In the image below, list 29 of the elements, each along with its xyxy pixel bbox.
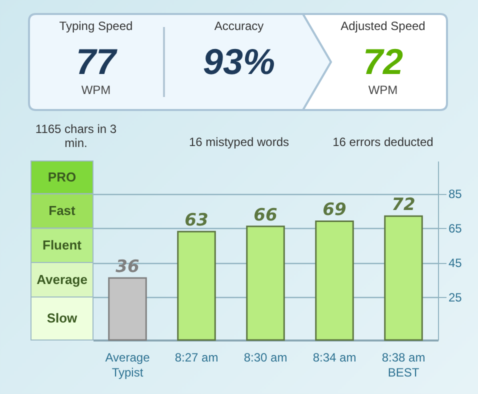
- text: Adjusted Speed: [340, 19, 426, 33]
- x-tick-label: 8:38 am BEST: [382, 350, 426, 380]
- x-tick-label: Average Typist: [105, 350, 150, 380]
- band-label: Average: [36, 272, 88, 287]
- y-tick-label: 65: [448, 222, 462, 236]
- data-label: 63: [184, 210, 208, 231]
- text: WPM: [367, 83, 399, 97]
- text: 1165 chars in 3 min.: [34, 122, 118, 150]
- data-label: 66: [254, 205, 278, 226]
- text: 16 mistyped words: [188, 135, 290, 149]
- y-tick-label: 85: [448, 187, 462, 202]
- text: WPM: [80, 83, 112, 97]
- text: 93%: [202, 41, 276, 82]
- x-tick-label: 8:30 am: [244, 350, 288, 364]
- text: 16 errors deducted: [332, 135, 434, 149]
- band-label: PRO: [48, 169, 76, 184]
- x-tick-label: 8:34 am: [312, 350, 356, 364]
- y-tick-label: 25: [448, 290, 462, 304]
- y-tick-label: 45: [448, 256, 462, 270]
- text: Accuracy: [213, 19, 265, 33]
- band-label: Fast: [48, 202, 76, 218]
- data-label: 69: [322, 200, 346, 220]
- text: Typing Speed: [58, 19, 134, 33]
- text: 77: [74, 41, 118, 82]
- text: 72: [362, 41, 404, 82]
- x-tick-label: 8:27 am: [174, 350, 218, 364]
- data-label: 72: [392, 195, 416, 216]
- band-label: Slow: [46, 310, 78, 326]
- band-label: Fluent: [42, 237, 82, 252]
